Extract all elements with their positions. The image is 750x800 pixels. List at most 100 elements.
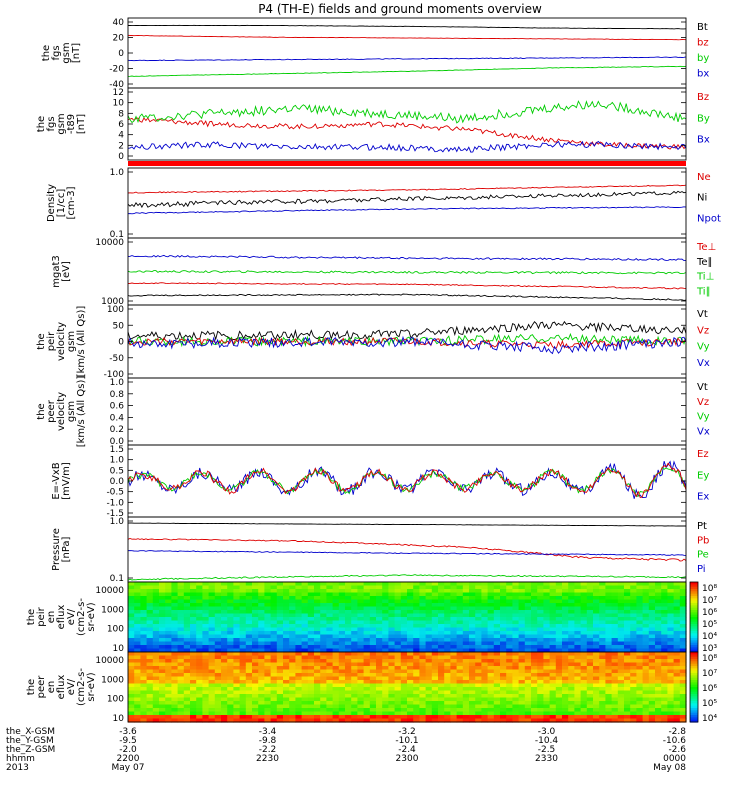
spectrogram-cell (146, 627, 154, 632)
spectrogram-cell (679, 596, 687, 601)
spectrogram-cell (276, 645, 284, 650)
spectrogram-cell (369, 690, 377, 695)
spectrogram-cell (152, 634, 160, 639)
spectrogram-cell (295, 627, 303, 632)
y-axis-label-line: [mV/m] (61, 462, 72, 500)
spectrogram-cell (599, 589, 606, 594)
spectrogram-cell (270, 627, 278, 632)
spectrogram-cell (630, 708, 637, 713)
spectrogram-cell (512, 680, 520, 685)
spectrogram-cell (400, 711, 408, 716)
spectrogram-cell (667, 582, 675, 587)
spectrogram-cell (128, 704, 135, 709)
spectrogram-cell (655, 592, 662, 597)
spectrogram-cell (214, 641, 222, 646)
spectrogram-cell (332, 620, 340, 625)
spectrogram-cell (493, 655, 501, 660)
spectrogram-cell (593, 683, 600, 688)
spectrogram-cell (233, 620, 241, 625)
spectrogram-cell (301, 638, 309, 643)
spectrogram-cell (301, 631, 309, 636)
spectrogram-cell (518, 701, 526, 706)
spectrogram-cell (648, 599, 656, 604)
spectrogram-cell (363, 603, 371, 608)
spectrogram-cell (537, 708, 544, 713)
spectrogram-cell (332, 715, 340, 720)
spectrogram-cell (283, 697, 290, 702)
spectrogram-cell (276, 718, 284, 723)
spectrogram-cell (314, 603, 321, 608)
spectrogram-cell (593, 596, 600, 601)
spectrogram-cell (183, 666, 191, 671)
spectrogram-cell (537, 610, 544, 615)
spectrogram-cell (555, 589, 563, 594)
spectrogram-cell (679, 589, 687, 594)
spectrogram-cell (369, 687, 377, 692)
spectrogram-cell (555, 655, 563, 660)
spectrogram-cell (524, 697, 532, 702)
spectrogram-cell (506, 697, 513, 702)
spectrogram-cell (289, 690, 296, 695)
spectrogram-cell (543, 582, 551, 587)
spectrogram-cell (369, 606, 377, 611)
spectrogram-cell (171, 620, 179, 625)
spectrogram-cell (431, 687, 439, 692)
y-axis-label-line: gsm (66, 401, 77, 422)
spectrogram-cell (326, 620, 334, 625)
spectrogram-cell (512, 596, 520, 601)
spectrogram-cell (326, 631, 334, 636)
spectrogram-cell (611, 606, 619, 611)
spectrogram-cell (351, 641, 358, 646)
legend-entry: Vy (697, 342, 710, 353)
spectrogram-cell (307, 687, 315, 692)
spectrogram-cell (636, 613, 644, 618)
spectrogram-cell (345, 655, 352, 660)
spectrogram-cell (617, 620, 625, 625)
spectrogram-cell (444, 711, 451, 716)
spectrogram-cell (475, 613, 482, 618)
spectrogram-cell (636, 687, 644, 692)
spectrogram-cell (128, 613, 135, 618)
spectrogram-cell (183, 718, 191, 723)
spectrogram-cell (196, 603, 203, 608)
spectrogram-cell (369, 666, 377, 671)
spectrogram-cell (202, 694, 210, 699)
spectrogram-cell (624, 652, 631, 657)
spectrogram-cell (599, 603, 606, 608)
spectrogram-cell (537, 704, 544, 709)
series-line-Vt (127, 320, 687, 341)
spectrogram-cell (394, 659, 402, 664)
spectrogram-cell (252, 697, 259, 702)
spectrogram-cell (140, 610, 148, 615)
spectrogram-cell (524, 589, 532, 594)
spectrogram-cell (171, 610, 179, 615)
spectrogram-cell (438, 718, 445, 723)
spectrogram-cell (630, 631, 637, 636)
spectrogram-cell (481, 715, 489, 720)
spectrogram-cell (661, 645, 668, 650)
spectrogram-cell (388, 617, 396, 622)
spectrogram-cell (493, 638, 501, 643)
spectrogram-cell (214, 680, 222, 685)
legend-entry: Npot (697, 213, 721, 224)
spectrogram-cell (487, 683, 495, 688)
spectrogram-cell (345, 599, 352, 604)
spectrogram-cell (537, 687, 544, 692)
spectrogram-cell (661, 610, 668, 615)
spectrogram-cell (159, 634, 166, 639)
spectrogram-cell (630, 694, 637, 699)
spectrogram-cell (562, 627, 569, 632)
spectrogram-cell (221, 652, 228, 657)
spectrogram-cell (568, 589, 575, 594)
spectrogram-cell (382, 704, 389, 709)
spectrogram-cell (283, 694, 290, 699)
spectrogram-cell (314, 592, 321, 597)
spectrogram-cell (648, 690, 656, 695)
spectrogram-cell (332, 648, 340, 653)
spectrogram-cell (307, 589, 315, 594)
spectrogram-cell (648, 592, 656, 597)
spectrogram-cell (276, 683, 284, 688)
spectrogram-cell (611, 624, 619, 629)
spectrogram-cell (214, 662, 222, 667)
spectrogram-cell (134, 603, 141, 608)
